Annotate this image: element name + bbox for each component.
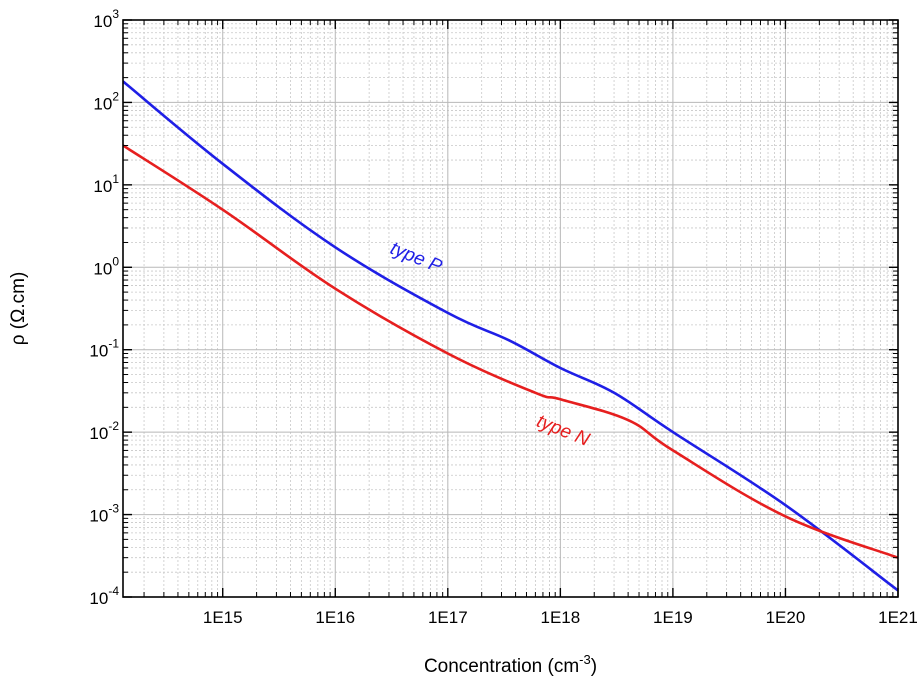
minor-grid bbox=[123, 20, 898, 597]
x-tick-labels: 1E15 1E16 1E17 1E18 1E19 1E20 1E21 bbox=[203, 608, 918, 627]
x-tick-label: 1E15 bbox=[203, 608, 243, 627]
y-tick-base: 10 bbox=[89, 424, 108, 443]
x-tick-label: 1E18 bbox=[541, 608, 581, 627]
y-tick-exponent: -3 bbox=[108, 502, 119, 516]
y-tick-base: 10 bbox=[89, 342, 108, 361]
y-tick-base: 10 bbox=[93, 177, 112, 196]
y-tick-base: 10 bbox=[93, 12, 112, 31]
x-tick-label: 1E16 bbox=[315, 608, 355, 627]
x-axis-title-main: Concentration (cm bbox=[424, 656, 579, 677]
x-tick-label: 1E17 bbox=[428, 608, 468, 627]
curve-label-type-p: type P bbox=[387, 238, 445, 278]
y-tick-label: 103 bbox=[93, 7, 119, 31]
series-line-type-p bbox=[123, 80, 898, 592]
x-axis-title: Concentration (cm-3) bbox=[424, 652, 597, 677]
y-tick-base: 10 bbox=[89, 507, 108, 526]
y-tick-label: 10-3 bbox=[89, 502, 119, 526]
y-tick-exponent: -4 bbox=[108, 584, 119, 598]
y-tick-label: 100 bbox=[93, 254, 119, 278]
series-layer bbox=[123, 80, 898, 592]
y-tick-exponent: 2 bbox=[112, 89, 119, 103]
x-tick-label: 1E19 bbox=[653, 608, 693, 627]
y-tick-label: 101 bbox=[93, 172, 119, 196]
x-axis-title-sup: -3 bbox=[579, 652, 591, 667]
y-tick-exponent: -1 bbox=[108, 337, 119, 351]
y-tick-exponent: 1 bbox=[112, 172, 119, 186]
y-tick-label: 10-1 bbox=[89, 337, 119, 361]
plot-frame bbox=[122, 19, 899, 598]
axis-ticks bbox=[123, 19, 899, 598]
y-tick-exponent: 0 bbox=[112, 254, 119, 268]
y-tick-base: 10 bbox=[93, 94, 112, 113]
y-tick-base: 10 bbox=[89, 589, 108, 608]
y-tick-exponent: 3 bbox=[112, 7, 119, 21]
x-axis-title-suffix: ) bbox=[591, 656, 597, 677]
y-tick-label: 10-2 bbox=[89, 419, 119, 443]
y-tick-label: 102 bbox=[93, 89, 119, 113]
y-tick-label: 10-4 bbox=[89, 584, 119, 608]
x-tick-label: 1E20 bbox=[766, 608, 806, 627]
y-tick-exponent: -2 bbox=[108, 419, 119, 433]
series-line-type-n bbox=[123, 144, 898, 559]
y-tick-base: 10 bbox=[93, 259, 112, 278]
x-tick-label: 1E21 bbox=[878, 608, 918, 627]
y-axis-title: ρ (Ω.cm) bbox=[8, 272, 29, 346]
